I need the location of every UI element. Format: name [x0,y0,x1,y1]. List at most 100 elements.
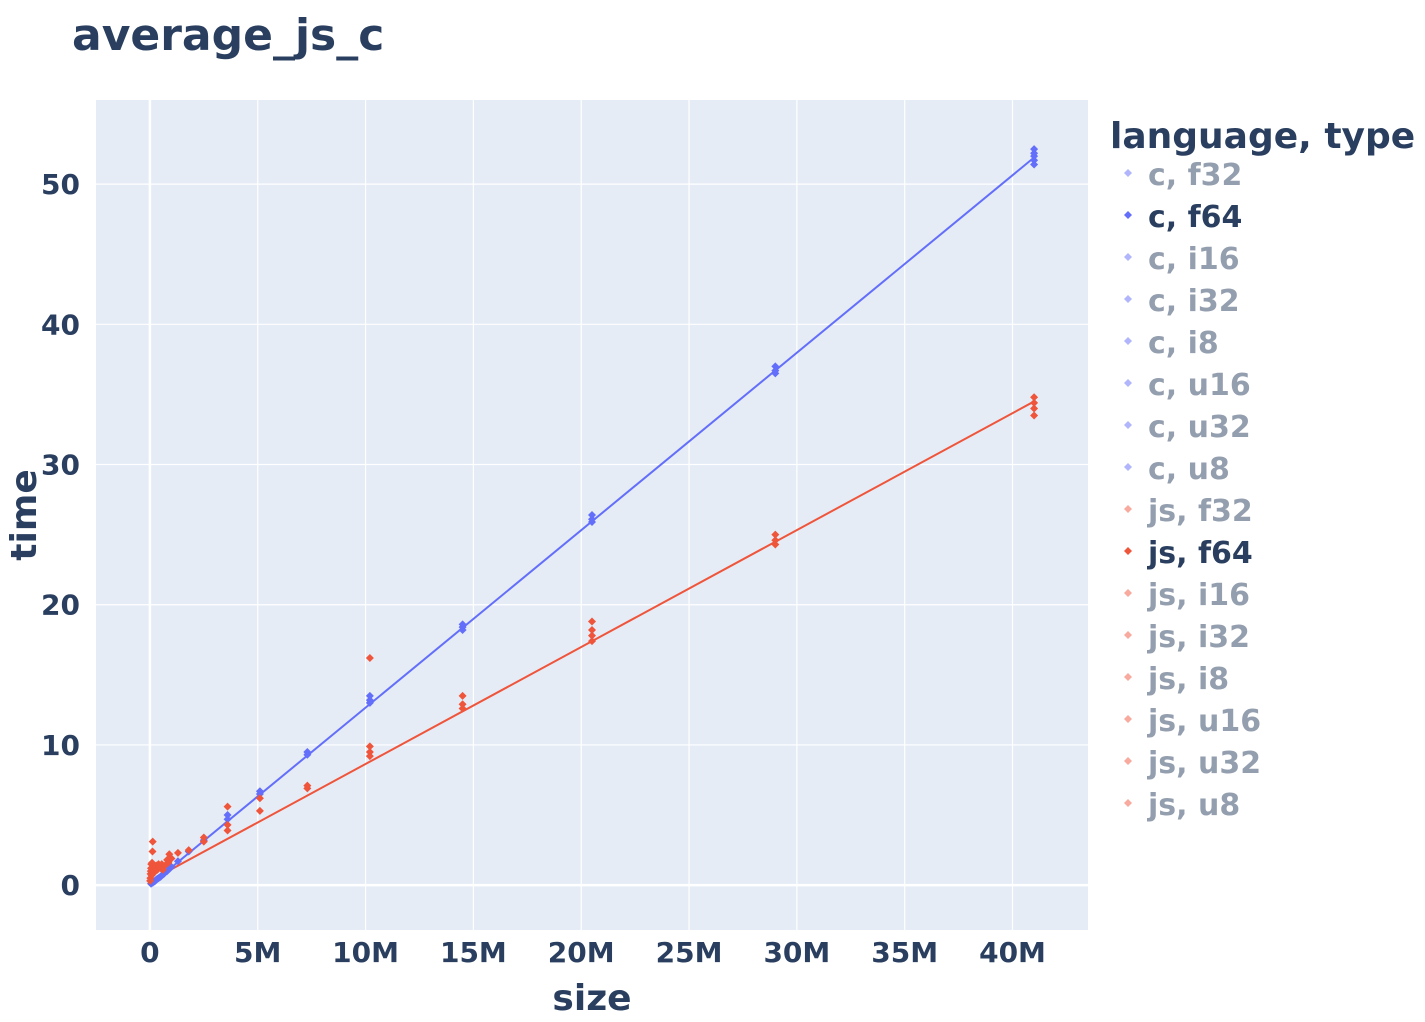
x-tick-label: 5M [234,936,281,969]
legend-item[interactable]: c, i16 [1124,242,1240,277]
data-point [199,833,208,842]
legend-label: js, i16 [1147,578,1250,613]
legend-item[interactable]: js, i32 [1124,620,1250,655]
legend-marker-icon [1124,547,1132,555]
legend-marker-icon [1124,715,1132,723]
legend-marker-icon [1124,211,1132,219]
data-point [255,787,264,796]
legend-label: c, u16 [1148,368,1251,403]
chart-title: average_js_c [72,10,384,61]
legend-label: c, f32 [1148,158,1242,193]
y-tick-label: 30 [41,449,80,482]
data-point [365,654,374,663]
x-tick-label: 20M [548,936,615,969]
data-point [1030,145,1039,154]
legend-item[interactable]: js, i8 [1124,662,1229,697]
data-point [771,540,780,549]
data-point [184,846,193,855]
x-tick-label: 40M [979,936,1046,969]
legend-item[interactable]: js, u8 [1124,788,1240,823]
data-point [255,806,264,815]
data-point [1030,156,1039,165]
x-tick-label: 30M [763,936,830,969]
data-point [303,747,312,756]
data-point [365,752,374,761]
legend-marker-icon [1124,463,1132,471]
x-tick-label: 0 [140,936,159,969]
data-point [588,631,596,640]
data-point [365,742,374,751]
legend-label: js, u8 [1147,788,1240,823]
legend-marker-icon [1124,169,1132,177]
data-point [173,857,182,866]
legend-item[interactable]: c, u8 [1124,452,1230,487]
data-point [148,847,157,856]
legend-marker-icon [1124,505,1132,513]
legend-marker-icon [1124,799,1132,807]
legend-label: c, i8 [1148,326,1219,361]
legend-label: js, u16 [1147,704,1261,739]
data-point [255,794,264,803]
legend-item[interactable]: c, f64 [1124,200,1242,235]
data-point [173,848,182,857]
data-point [223,826,232,835]
data-point [588,617,596,626]
legend-label: js, f32 [1147,494,1253,529]
data-point [1030,411,1039,420]
data-point [458,704,467,713]
legend-item[interactable]: c, u32 [1124,410,1251,445]
y-tick-label: 20 [41,589,80,622]
legend-title: language, type [1110,116,1415,157]
y-tick-label: 10 [41,729,80,762]
y-axis-title: time [4,469,45,560]
data-point [1030,160,1039,169]
legend-marker-icon [1124,295,1132,303]
legend-item[interactable]: c, i8 [1124,326,1219,361]
legend-item[interactable]: c, f32 [1124,158,1242,193]
data-point [588,625,596,634]
data-point [588,515,596,524]
legend-marker-icon [1124,757,1132,765]
x-tick-label: 25M [656,936,723,969]
data-point [303,781,312,790]
y-axis-ticks: 0 10 20 30 40 50 [41,168,80,902]
legend-label: js, f64 [1147,536,1253,571]
data-point [1030,393,1039,402]
y-tick-label: 0 [61,869,80,902]
legend-item[interactable]: js, i16 [1124,578,1250,613]
legend-label: c, i32 [1148,284,1240,319]
x-tick-label: 35M [871,936,938,969]
data-point [223,802,232,811]
data-point [1030,404,1039,413]
data-point [199,837,208,846]
legend-item[interactable]: c, i32 [1124,284,1240,319]
data-point [365,747,374,756]
grid-lines [96,100,1088,930]
data-point [458,691,467,700]
data-point [458,620,467,629]
data-point [771,536,780,545]
legend-item[interactable]: js, u16 [1124,704,1261,739]
legend-label: js, i8 [1147,662,1229,697]
legend-item[interactable]: js, u32 [1124,746,1261,781]
legend-marker-icon [1124,673,1132,681]
legend-item[interactable]: js, f64 [1124,536,1253,571]
legend-label: js, u32 [1147,746,1261,781]
x-axis-ticks: 0 5M 10M 15M 20M 25M 30M 35M 40M [140,936,1046,969]
legend-item[interactable]: js, f32 [1124,494,1253,529]
legend-marker-icon [1124,379,1132,387]
data-point [1030,398,1039,407]
data-point [365,691,374,700]
data-point [771,366,780,375]
legend-marker-icon [1124,253,1132,261]
legend-label: c, u32 [1148,410,1251,445]
data-point [365,696,374,705]
legend-item[interactable]: c, u16 [1124,368,1251,403]
data-point [1030,149,1039,158]
legend-marker-icon [1124,631,1132,639]
legend-label: c, u8 [1148,452,1230,487]
data-point [588,511,596,519]
data-points [146,145,1039,888]
legend-marker-icon [1124,337,1132,345]
